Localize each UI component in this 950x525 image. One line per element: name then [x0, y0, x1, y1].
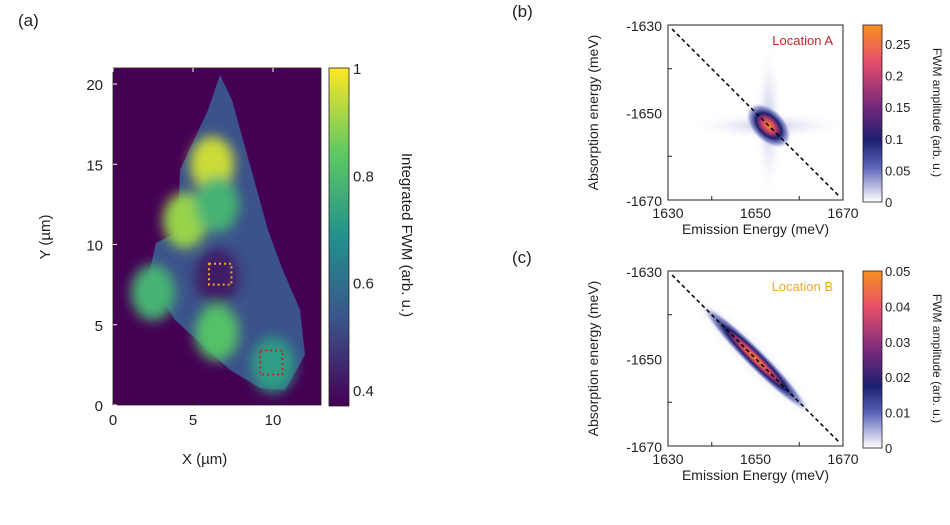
- colorbar-label: FWM amplitude (arb. u.): [930, 48, 944, 177]
- y-axis-label: Absorption energy (meV): [585, 35, 601, 191]
- y-tick-label: -1670: [626, 193, 662, 209]
- y-tick-label: -1630: [626, 18, 662, 34]
- x-axis-label: Emission Energy (meV): [682, 221, 829, 237]
- panel-b: (b) Location A 1630 1650 1670 -1630 -1650 -1670…: [512, 2, 944, 237]
- colorbar-tick-label: 0.8: [353, 168, 374, 185]
- heatmap-blob: [195, 176, 239, 233]
- x-tick-label: 1670: [827, 205, 858, 221]
- colorbar-tick-label: 0.25: [885, 37, 910, 52]
- colorbar: [862, 270, 883, 449]
- x-tick-label: 1650: [740, 451, 771, 467]
- y-tick-label: 10: [86, 238, 103, 255]
- y-tick-label: 20: [86, 77, 103, 94]
- x-tick-label: 5: [189, 412, 197, 429]
- colorbar-label: FWM amplitude (arb. u.): [930, 294, 944, 423]
- heatmap-blob: [195, 248, 239, 305]
- flake-region: [148, 75, 305, 390]
- y-tick-label: 5: [95, 318, 103, 335]
- y-tick-label: -1650: [626, 352, 662, 368]
- x-axis-label: Emission Energy (meV): [682, 467, 829, 483]
- location-label: Location B: [772, 279, 833, 294]
- x-tick-label: 1630: [652, 451, 683, 467]
- axes-frame-a: [112, 67, 322, 406]
- x-tick-label: 1670: [827, 451, 858, 467]
- x-tick-label: 1630: [652, 205, 683, 221]
- colorbar-tick-label: 0: [885, 195, 892, 210]
- x-axis-label-a: X (µm): [182, 451, 227, 468]
- location-label: Location A: [772, 33, 833, 48]
- axes-frame: [667, 270, 844, 447]
- colorbar-tick-label: 0.05: [885, 264, 910, 279]
- y-axis-label-a: Y (µm): [37, 214, 54, 259]
- colorbar-tick-label: 0.01: [885, 406, 910, 421]
- y-tick-label: 15: [86, 157, 103, 174]
- heatmap-a: [131, 75, 305, 393]
- panel-label: (c): [512, 248, 532, 267]
- heatmap-blob: [131, 264, 175, 321]
- colorbar-tick-label: 0.4: [353, 383, 374, 400]
- diagonal-dashed-line: [671, 274, 841, 444]
- region-marker-location-a: [259, 349, 284, 376]
- colorbar-tick-label: 0.03: [885, 335, 910, 350]
- colorbar-tick-label: 1: [353, 61, 361, 78]
- colorbar-a: [328, 67, 350, 407]
- diagonal-dashed-line: [671, 28, 841, 198]
- colorbar-tick-label: 0.6: [353, 276, 374, 293]
- y-tick-label: 0: [95, 398, 103, 415]
- axes-frame: [667, 24, 844, 201]
- colorbar-tick-label: 0.04: [885, 299, 910, 314]
- y-tick-label: -1670: [626, 439, 662, 455]
- x-tick-label: 1650: [740, 205, 771, 221]
- colorbar-tick-label: 0.05: [885, 163, 910, 178]
- x-tick-label: 0: [109, 412, 117, 429]
- y-tick-label: -1650: [626, 106, 662, 122]
- colorbar-label-a: Integrated FWM (arb. u.): [398, 153, 415, 317]
- panel-label: (b): [512, 2, 533, 21]
- y-axis-label: Absorption energy (meV): [585, 281, 601, 437]
- panel-a: (a) 0 5 10 0 5 10 15 20 X (µm) Y (µm) 0.4 0.6 0.8…: [18, 11, 415, 468]
- colorbar: [862, 24, 883, 203]
- panel-c: (c) Location B 1630 1650 1670 -1630 -1650 -1670…: [512, 248, 944, 483]
- colorbar-tick-label: 0.02: [885, 370, 910, 385]
- x-tick-label: 10: [265, 412, 282, 429]
- heatmap-blob: [195, 304, 239, 361]
- colorbar-tick-label: 0.2: [885, 69, 903, 84]
- panel-label-a: (a): [18, 11, 39, 30]
- colorbar-tick-label: 0.15: [885, 100, 910, 115]
- colorbar-tick-label: 0: [885, 441, 892, 456]
- y-tick-label: -1630: [626, 264, 662, 280]
- heatmap-blob: [251, 336, 295, 393]
- colorbar-tick-label: 0.1: [885, 132, 903, 147]
- region-marker-location-b: [208, 262, 233, 286]
